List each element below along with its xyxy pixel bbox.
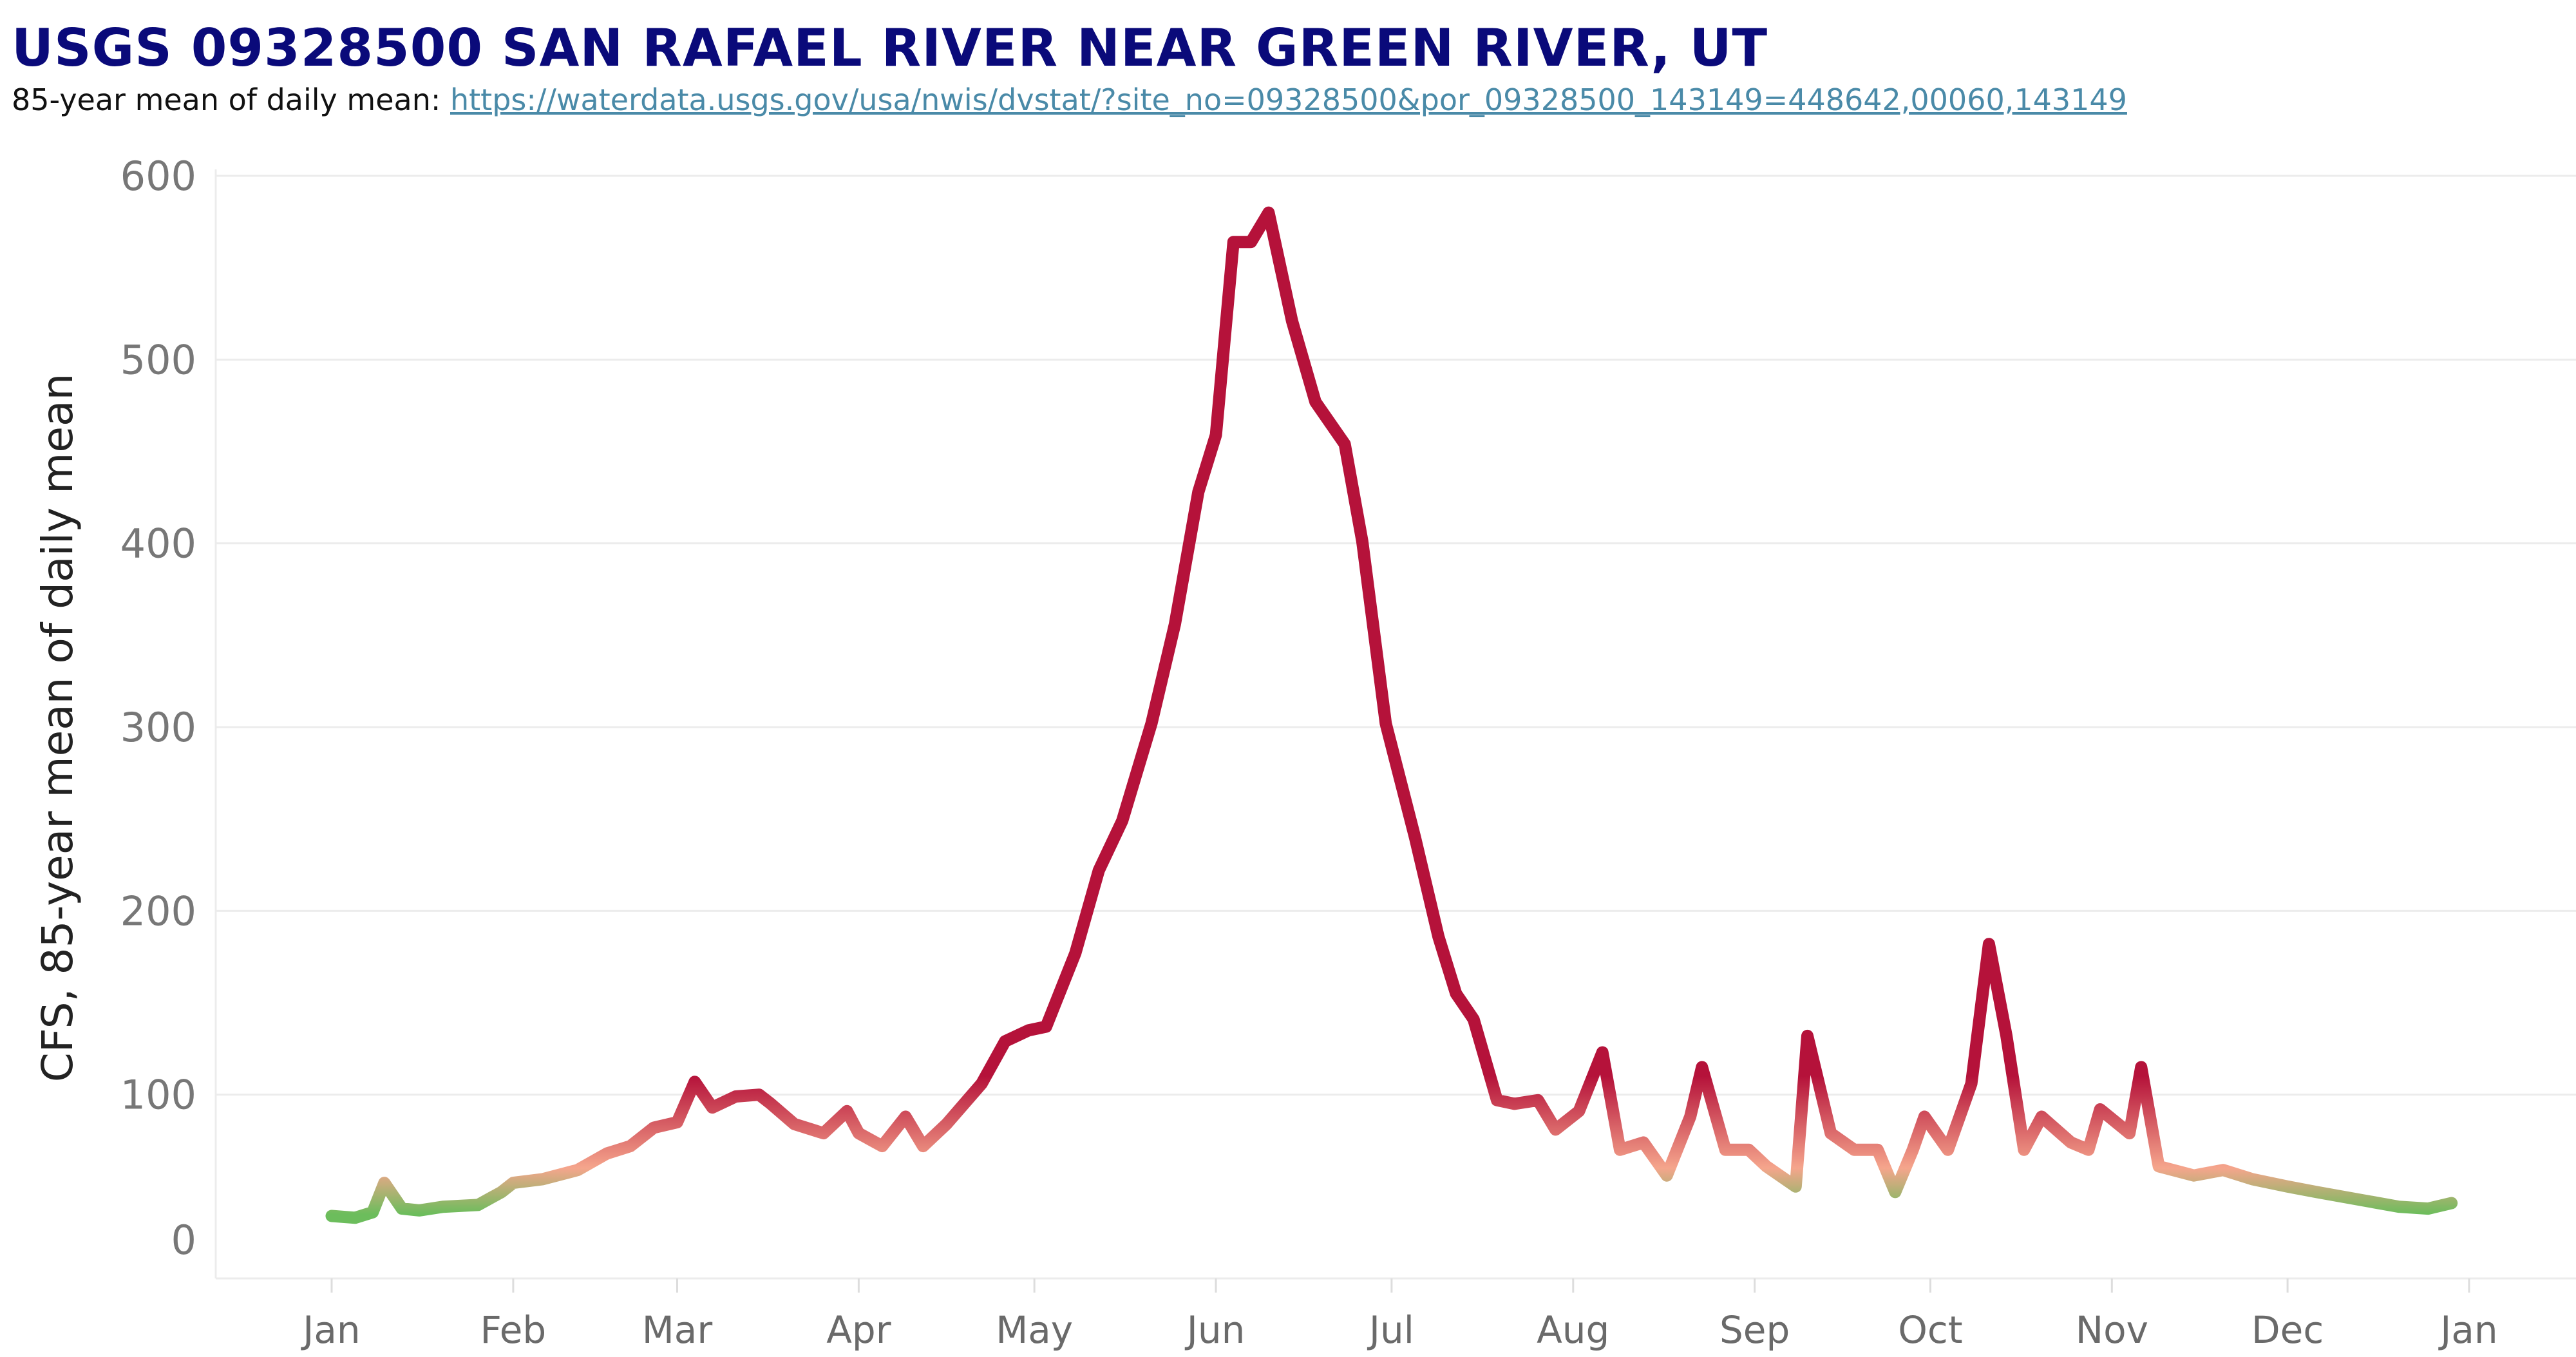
subtitle-label: 85-year mean of daily mean: bbox=[12, 82, 450, 117]
x-tick-label: Sep bbox=[1719, 1308, 1790, 1352]
x-tick-label: Jan bbox=[301, 1308, 360, 1352]
series-line bbox=[325, 206, 2458, 1224]
x-tick-label: Dec bbox=[2251, 1308, 2324, 1352]
y-axis-title: CFS, 85-year mean of daily mean bbox=[33, 374, 82, 1083]
x-tick-label: Nov bbox=[2076, 1308, 2148, 1352]
y-tick-label: 400 bbox=[120, 520, 196, 567]
series-group bbox=[325, 206, 2458, 1224]
y-tick-label: 600 bbox=[120, 153, 196, 200]
x-tick-label: Oct bbox=[1898, 1308, 1962, 1352]
x-tick-label: Jan bbox=[2438, 1308, 2497, 1352]
gridlines bbox=[214, 169, 2576, 1280]
y-tick-label: 200 bbox=[120, 887, 196, 935]
x-tick-label: Jun bbox=[1185, 1308, 1245, 1352]
x-tick-label: Apr bbox=[826, 1308, 891, 1352]
y-tick-label: 0 bbox=[171, 1217, 196, 1264]
x-tick-label: Aug bbox=[1537, 1308, 1609, 1352]
x-tick-label: Mar bbox=[642, 1308, 713, 1352]
chart-subtitle: 85-year mean of daily mean: https://wate… bbox=[12, 82, 2127, 117]
chart-title: USGS 09328500 SAN RAFAEL RIVER NEAR GREE… bbox=[12, 18, 1768, 78]
source-link[interactable]: https://waterdata.usgs.gov/usa/nwis/dvst… bbox=[450, 82, 2127, 117]
y-tick-label: 500 bbox=[120, 336, 196, 383]
y-tick-label: 100 bbox=[120, 1072, 196, 1119]
x-tick-label: Jul bbox=[1367, 1308, 1414, 1352]
y-tick-label: 300 bbox=[120, 704, 196, 751]
y-axis-ticks: 0 100 200 300 400 500 600 bbox=[120, 153, 196, 1264]
x-axis-ticks: Jan Feb Mar Apr May Jun Jul Aug Sep Oct Nov Dec Jan bbox=[301, 1278, 2498, 1352]
x-tick-label: May bbox=[996, 1308, 1073, 1352]
x-tick-label: Feb bbox=[480, 1308, 547, 1352]
